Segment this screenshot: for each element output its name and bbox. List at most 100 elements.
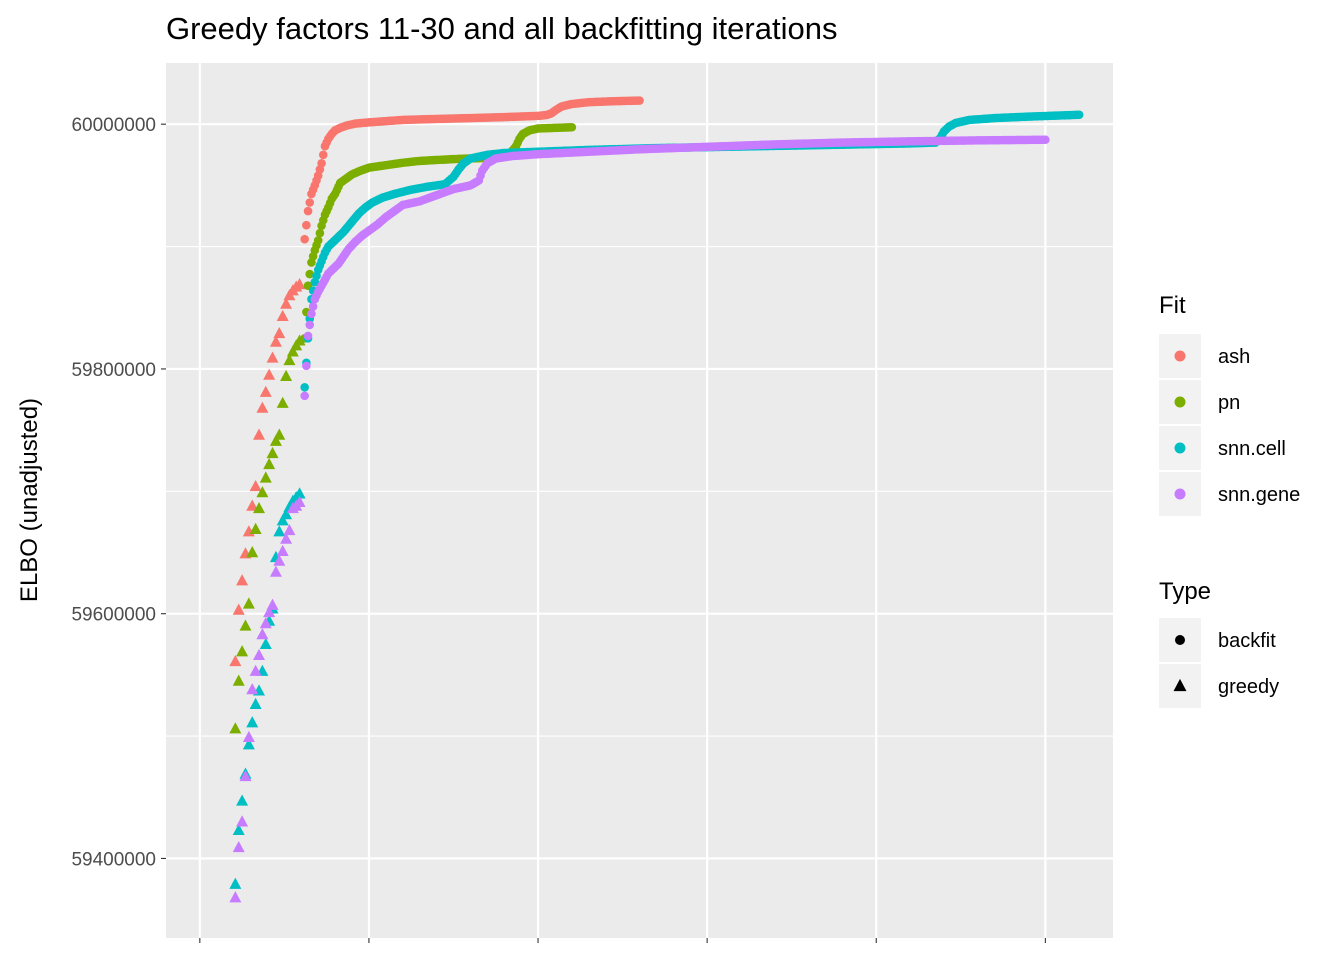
greedy-point bbox=[253, 648, 266, 661]
legend-type-label: backfit bbox=[1218, 630, 1276, 652]
legend-type: Type backfit greedy bbox=[1159, 578, 1279, 708]
greedy-point bbox=[259, 385, 272, 397]
greedy-point bbox=[269, 335, 282, 347]
backfit-point bbox=[317, 159, 326, 168]
greedy-point bbox=[293, 495, 306, 508]
backfit-point bbox=[567, 122, 577, 132]
backfit-point bbox=[300, 234, 309, 244]
greedy-point bbox=[249, 697, 262, 709]
backfit-point bbox=[313, 236, 323, 245]
greedy-point bbox=[236, 794, 249, 806]
greedy-point bbox=[232, 823, 245, 836]
legend-fit-title: Fit bbox=[1159, 292, 1186, 319]
greedy-point bbox=[246, 546, 259, 558]
greedy-point bbox=[242, 597, 255, 609]
greedy-point bbox=[242, 730, 255, 743]
backfit-point bbox=[307, 309, 316, 319]
greedy-point bbox=[266, 446, 279, 459]
legend-type-swatch bbox=[1175, 635, 1185, 645]
legend-fit-swatch bbox=[1174, 488, 1186, 500]
greedy-point bbox=[280, 369, 293, 381]
greedy-point bbox=[266, 598, 279, 610]
greedy-point bbox=[273, 428, 286, 440]
backfit-point bbox=[302, 361, 311, 371]
greedy-point bbox=[263, 368, 276, 380]
legend-fit-label: ash bbox=[1218, 346, 1250, 368]
greedy-point bbox=[232, 674, 245, 686]
greedy-point bbox=[283, 524, 296, 536]
x-axis bbox=[199, 938, 1046, 943]
greedy-point bbox=[236, 574, 249, 586]
greedy-point bbox=[249, 479, 262, 492]
legend-fit: Fit ash pn snn.cell snn.gene bbox=[1159, 292, 1300, 516]
legend-fit-swatch bbox=[1174, 396, 1186, 408]
greedy-point bbox=[229, 891, 242, 903]
greedy-point bbox=[253, 501, 266, 514]
backfit-point bbox=[300, 383, 309, 392]
backfit-point bbox=[315, 228, 325, 238]
greedy-point bbox=[280, 532, 293, 544]
greedy-point bbox=[229, 877, 242, 889]
legend-type-swatch bbox=[1173, 678, 1187, 692]
backfit-point bbox=[635, 96, 644, 105]
backfit-point bbox=[302, 220, 311, 230]
greedy-point bbox=[276, 544, 289, 556]
greedy-point bbox=[249, 522, 262, 534]
backfit-point bbox=[308, 302, 318, 311]
legend-fit-label: snn.cell bbox=[1218, 438, 1286, 460]
greedy-point bbox=[276, 396, 289, 408]
legend-fit-label: pn bbox=[1218, 392, 1240, 414]
chart-title: Greedy factors 11-30 and all backfitting… bbox=[166, 11, 837, 46]
y-tick-label: 59600000 bbox=[71, 605, 156, 626]
greedy-point bbox=[236, 645, 249, 657]
legend-type-title: Type bbox=[1159, 578, 1211, 605]
greedy-point bbox=[242, 738, 255, 750]
y-tick-label: 59800000 bbox=[71, 360, 156, 381]
greedy-point bbox=[246, 499, 259, 511]
y-axis: 59400000 59600000 59800000 60000000 bbox=[71, 115, 166, 870]
legend-fit-label: snn.gene bbox=[1218, 484, 1300, 506]
greedy-point bbox=[229, 654, 242, 667]
backfit-point bbox=[1074, 110, 1084, 120]
greedy-point bbox=[256, 401, 269, 413]
legend-fit-swatch bbox=[1174, 442, 1186, 454]
y-axis-title: ELBO (unadjusted) bbox=[16, 398, 43, 602]
greedy-point bbox=[259, 617, 272, 629]
greedy-point bbox=[246, 683, 259, 695]
greedy-point bbox=[239, 619, 252, 631]
greedy-point bbox=[269, 565, 282, 577]
greedy-point bbox=[263, 457, 276, 470]
greedy-point bbox=[273, 525, 286, 537]
greedy-point bbox=[276, 309, 289, 322]
greedy-point bbox=[236, 815, 249, 827]
greedy-point bbox=[273, 326, 286, 339]
greedy-point bbox=[259, 637, 272, 649]
greedy-point bbox=[256, 628, 269, 640]
y-tick-label: 59400000 bbox=[71, 849, 156, 870]
greedy-point bbox=[253, 428, 266, 440]
greedy-point bbox=[232, 603, 245, 615]
series-snn.gene bbox=[229, 135, 1050, 903]
backfit-point bbox=[305, 320, 315, 330]
backfit-point bbox=[303, 331, 313, 341]
y-tick-label: 60000000 bbox=[71, 115, 156, 136]
greedy-point bbox=[280, 297, 293, 309]
greedy-point bbox=[246, 716, 259, 728]
backfit-point bbox=[300, 391, 309, 401]
backfit-point bbox=[1041, 135, 1050, 145]
greedy-point bbox=[266, 351, 279, 363]
legend-fit-swatch bbox=[1174, 350, 1186, 362]
greedy-point bbox=[293, 334, 306, 346]
greedy-point bbox=[239, 769, 252, 782]
backfit-point bbox=[305, 269, 315, 279]
greedy-point bbox=[293, 487, 306, 499]
greedy-point bbox=[263, 605, 276, 618]
greedy-point bbox=[259, 471, 272, 483]
series-ash bbox=[229, 96, 644, 667]
backfit-point bbox=[318, 150, 328, 160]
greedy-point bbox=[283, 353, 296, 366]
greedy-point bbox=[286, 345, 299, 357]
greedy-point bbox=[269, 434, 282, 446]
legend-type-label: greedy bbox=[1218, 676, 1279, 698]
